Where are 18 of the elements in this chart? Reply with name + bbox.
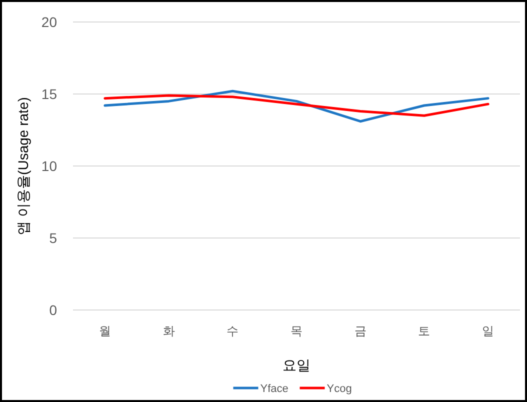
y-tick-label: 10	[41, 158, 58, 174]
y-tick-label: 5	[49, 230, 58, 246]
x-tick-label: 월	[98, 324, 111, 338]
y-tick-label: 0	[49, 302, 58, 318]
x-axis-title: 요일	[282, 357, 310, 373]
legend-label: Ycog	[326, 383, 352, 395]
legend-label: Yface	[260, 383, 288, 395]
y-tick-label: 20	[41, 14, 58, 30]
x-tick-label: 수	[226, 324, 239, 338]
y-axis-title: 앱 이용율(Usage rate)	[15, 97, 31, 235]
x-tick-label: 토	[418, 324, 430, 338]
line-series	[104, 94, 490, 117]
y-tick-label: 15	[41, 86, 58, 102]
x-tick-label: 일	[482, 324, 494, 338]
x-tick-label: 금	[354, 324, 366, 338]
x-tick-label: 목	[290, 324, 302, 338]
line-series	[104, 90, 490, 123]
x-tick-label: 화	[162, 324, 175, 338]
